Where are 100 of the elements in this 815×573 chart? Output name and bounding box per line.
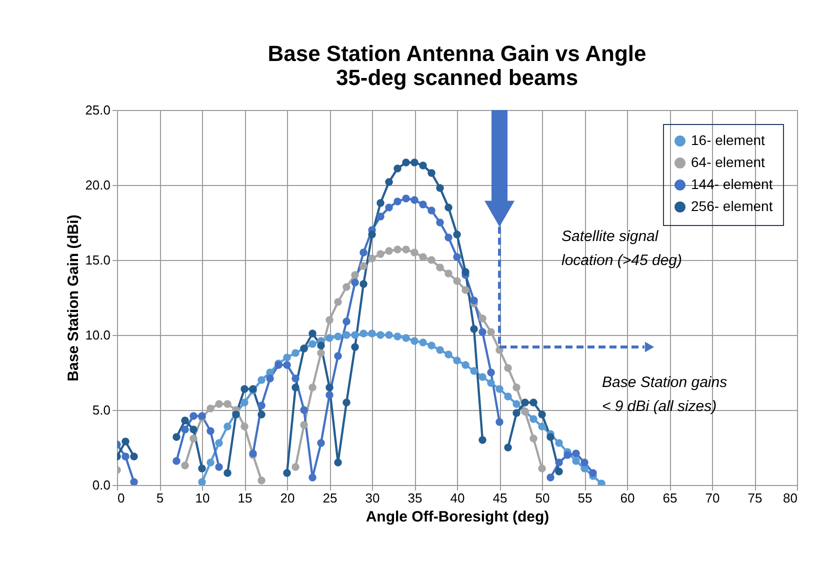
y-tick-label: 5.0 xyxy=(92,402,110,418)
point xyxy=(512,409,520,417)
point xyxy=(206,458,214,466)
point xyxy=(283,469,291,477)
y-tick-label: 15.0 xyxy=(85,252,110,268)
point xyxy=(172,457,180,465)
point xyxy=(419,253,427,261)
point xyxy=(317,439,325,447)
x-tick-label: 65 xyxy=(662,490,678,506)
point xyxy=(308,330,316,338)
point xyxy=(385,204,393,212)
point xyxy=(206,404,214,412)
x-tick-label: 0 xyxy=(118,490,125,506)
x-tick-label: 20 xyxy=(280,490,295,506)
point xyxy=(122,452,130,460)
x-tick-label: 80 xyxy=(783,490,798,506)
x-tick-label: 40 xyxy=(450,490,465,506)
point xyxy=(215,439,223,447)
point xyxy=(496,385,504,393)
x-axis-title: Angle Off-Boresight (deg) xyxy=(366,508,550,526)
x-tick-label: 25 xyxy=(322,490,338,506)
point xyxy=(266,374,274,382)
point xyxy=(326,316,334,324)
point xyxy=(504,364,512,372)
x-tick-label: 70 xyxy=(705,490,720,506)
point xyxy=(428,256,436,264)
x-tick-label: 30 xyxy=(365,490,380,506)
point xyxy=(376,331,384,339)
point xyxy=(436,184,444,192)
point xyxy=(172,433,180,441)
point xyxy=(224,469,232,477)
point xyxy=(410,337,418,345)
point xyxy=(368,330,376,338)
point xyxy=(589,469,597,477)
point xyxy=(360,248,368,256)
x-tick-label: 45 xyxy=(492,490,508,506)
point xyxy=(521,398,529,406)
point xyxy=(402,246,410,254)
point xyxy=(470,367,478,375)
point xyxy=(444,234,452,242)
point xyxy=(360,280,368,288)
point xyxy=(326,391,334,399)
x-tick-label: 10 xyxy=(195,490,210,506)
point xyxy=(419,338,427,346)
point xyxy=(410,158,418,166)
point xyxy=(462,268,470,276)
point xyxy=(181,416,189,424)
point xyxy=(394,246,402,254)
point xyxy=(555,458,563,466)
point xyxy=(292,374,300,382)
point xyxy=(428,206,436,214)
point xyxy=(402,334,410,342)
x-tick-label: 60 xyxy=(620,490,635,506)
point xyxy=(190,412,198,420)
point xyxy=(224,422,232,430)
x-tick-label: 15 xyxy=(238,490,252,506)
point xyxy=(376,199,384,207)
point xyxy=(487,328,495,336)
point xyxy=(462,361,470,369)
point xyxy=(308,340,316,348)
point xyxy=(300,421,308,429)
point xyxy=(572,450,580,458)
point xyxy=(453,230,461,238)
point xyxy=(317,342,325,350)
point xyxy=(240,398,248,406)
point xyxy=(342,318,350,326)
point xyxy=(342,331,350,339)
point xyxy=(538,410,546,418)
point xyxy=(470,296,478,304)
point xyxy=(402,194,410,202)
point xyxy=(487,368,495,376)
point xyxy=(453,253,461,261)
point xyxy=(368,230,376,238)
point xyxy=(258,402,266,410)
point xyxy=(394,332,402,340)
point xyxy=(292,463,300,471)
point xyxy=(478,436,486,444)
point xyxy=(240,385,248,393)
point xyxy=(360,262,368,270)
point xyxy=(360,330,368,338)
point xyxy=(385,247,393,255)
legend-label: 64- element xyxy=(691,154,766,170)
point xyxy=(351,331,359,339)
point xyxy=(487,379,495,387)
point xyxy=(198,464,206,472)
point xyxy=(564,451,572,459)
point xyxy=(504,444,512,452)
point xyxy=(453,277,461,285)
point xyxy=(572,457,580,465)
point xyxy=(478,314,486,322)
point xyxy=(530,415,538,423)
point xyxy=(317,349,325,357)
x-tick-label: 55 xyxy=(578,490,592,506)
x-tick-label: 5 xyxy=(156,490,164,506)
point xyxy=(224,400,232,408)
point xyxy=(190,434,198,442)
point xyxy=(428,169,436,177)
point xyxy=(478,328,486,336)
point xyxy=(334,458,342,466)
point xyxy=(334,332,342,340)
